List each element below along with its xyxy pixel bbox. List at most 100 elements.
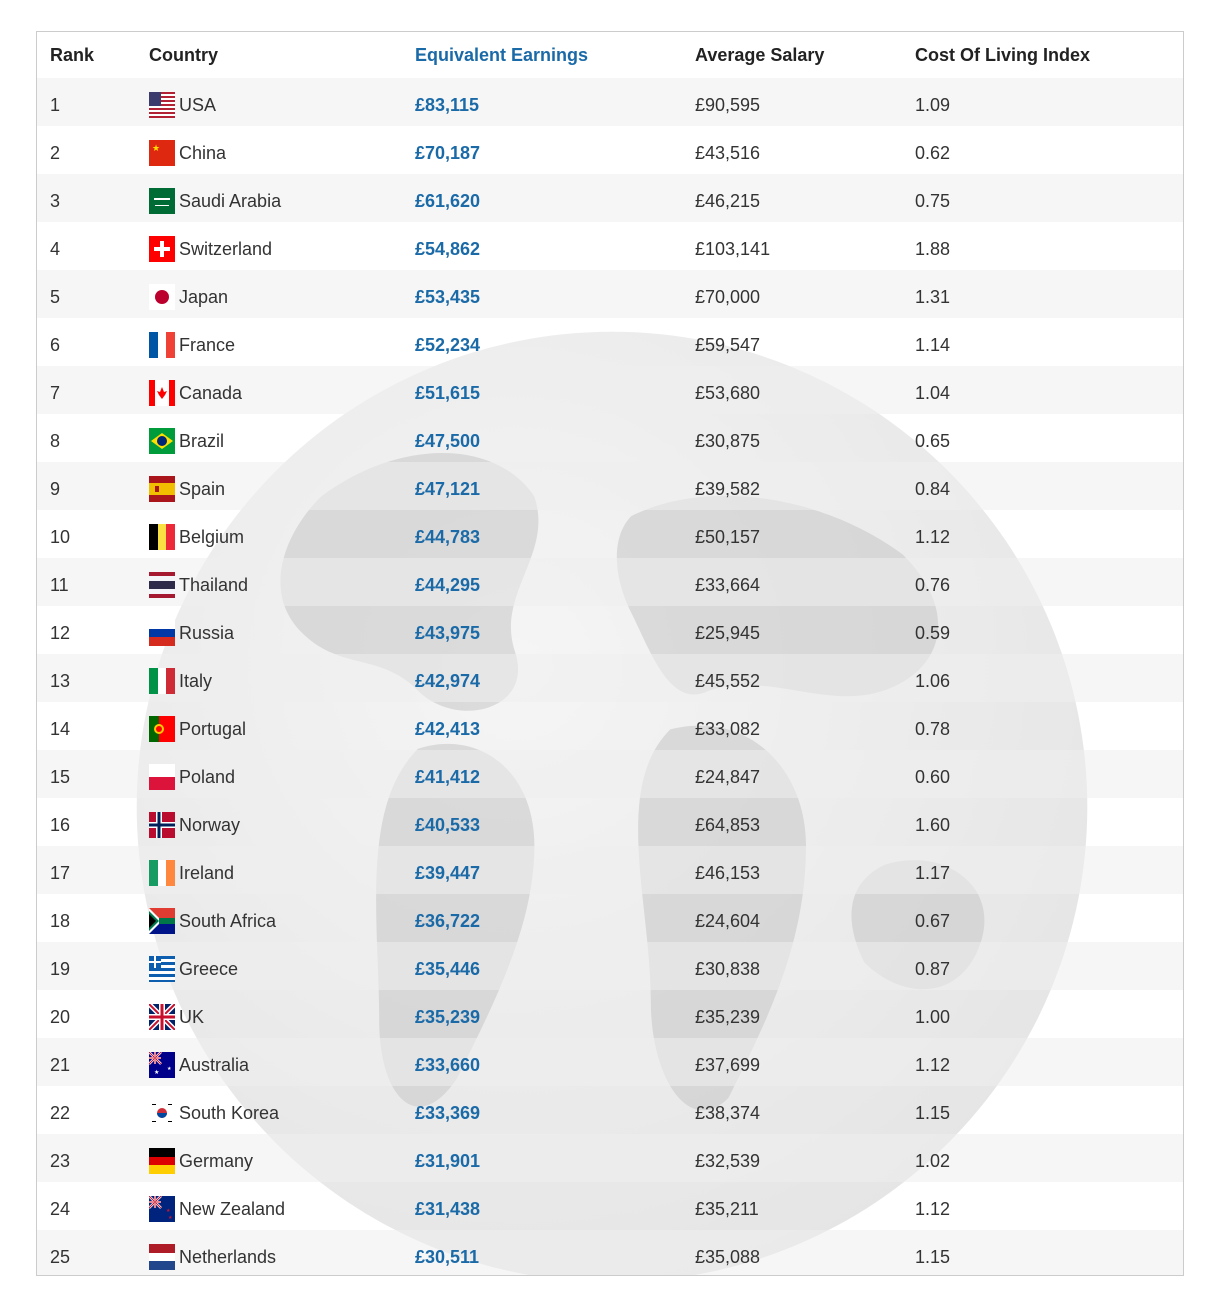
south-korea-flag-icon	[149, 1100, 175, 1126]
country-cell: Germany	[149, 1134, 253, 1182]
cost-of-living-index-cell: 0.78	[915, 718, 951, 739]
country-name: Belgium	[179, 526, 245, 547]
cost-of-living-index-cell: 1.15	[915, 1102, 951, 1123]
equivalent-earnings-cell: £30,511	[415, 1246, 480, 1267]
japan-flag-icon	[149, 284, 175, 310]
country-name: Netherlands	[179, 1246, 277, 1267]
country-name: Greece	[179, 958, 239, 979]
table-row: 16 Norway £40,533 £64,853 1.60	[37, 798, 1183, 846]
equivalent-earnings-cell: £36,722	[415, 910, 481, 931]
new-zealand-flag-icon: ★ ★	[149, 1196, 175, 1222]
table-row: 17 Ireland £39,447 £46,153 1.17	[37, 846, 1183, 894]
average-salary-cell: £35,088	[695, 1246, 761, 1267]
cost-of-living-index-cell: 1.04	[915, 382, 951, 403]
equivalent-earnings-cell: £52,234	[415, 334, 481, 355]
table-row: 14 Portugal £42,413 £33,082 0.78	[37, 702, 1183, 750]
country-cell: Japan	[149, 270, 228, 318]
rank-cell: 11	[50, 574, 69, 595]
table-row: 13 Italy £42,974 £45,552 1.06	[37, 654, 1183, 702]
country-cell: South Korea	[149, 1086, 279, 1134]
country-cell: Ireland	[149, 846, 234, 894]
greece-flag-icon	[149, 956, 175, 982]
country-cell: Canada	[149, 366, 242, 414]
svg-text:★: ★	[168, 1215, 173, 1221]
cost-of-living-index-cell: 0.76	[915, 574, 951, 595]
svg-text:★: ★	[167, 1066, 172, 1072]
cost-of-living-index-cell: 0.67	[915, 910, 951, 931]
table-row: 20 UK £35,239 £35,239 1.00	[37, 990, 1183, 1038]
cost-of-living-index-cell: 1.12	[915, 1054, 951, 1075]
poland-flag-icon	[149, 764, 175, 790]
cost-of-living-index-cell: 1.31	[915, 286, 951, 307]
country-cell: UK	[149, 990, 204, 1038]
country-cell: ★ ★ Australia	[149, 1038, 249, 1086]
table-row: 1 USA £83,115 £90,595 1.09	[37, 78, 1183, 126]
cost-of-living-index-cell: 1.09	[915, 94, 951, 115]
average-salary-cell: £25,945	[695, 622, 761, 643]
russia-flag-icon	[149, 620, 175, 646]
equivalent-earnings-cell: £44,783	[415, 526, 481, 547]
cost-of-living-index-header: Cost Of Living Index	[915, 44, 1091, 65]
table-row: 4 Switzerland £54,862 £103,141 1.88	[37, 222, 1183, 270]
rankings-table: Rank Country Equivalent Earnings Average…	[36, 31, 1184, 1276]
netherlands-flag-icon	[149, 1244, 175, 1270]
table-row: 18 South Africa £36,722 £24,604 0.67	[37, 894, 1183, 942]
rank-cell: 8	[50, 430, 61, 451]
australia-flag-icon: ★ ★	[149, 1052, 175, 1078]
equivalent-earnings-cell: £35,446	[415, 958, 481, 979]
rank-cell: 7	[50, 382, 61, 403]
rank-cell: 6	[50, 334, 61, 355]
switzerland-flag-icon	[149, 236, 175, 262]
cost-of-living-index-cell: 0.62	[915, 142, 951, 163]
rank-cell: 12	[50, 622, 71, 643]
equivalent-earnings-header[interactable]: Equivalent Earnings	[415, 44, 589, 65]
table-row: 6 France £52,234 £59,547 1.14	[37, 318, 1183, 366]
table-row: 19 Greece £35,446 £30,838 0.87	[37, 942, 1183, 990]
average-salary-cell: £90,595	[695, 94, 761, 115]
average-salary-cell: £35,239	[695, 1006, 761, 1027]
equivalent-earnings-cell: £39,447	[415, 862, 481, 883]
rank-cell: 20	[50, 1006, 71, 1027]
country-cell: ★ ★ New Zealand	[149, 1182, 285, 1230]
cost-of-living-index-cell: 1.14	[915, 334, 951, 355]
rank-cell: 2	[50, 142, 61, 163]
country-cell: Brazil	[149, 414, 224, 462]
equivalent-earnings-cell: £54,862	[415, 238, 481, 259]
cost-of-living-index-cell: 0.60	[915, 766, 951, 787]
country-name: Germany	[179, 1150, 254, 1171]
equivalent-earnings-cell: £35,239	[415, 1006, 481, 1027]
country-name: Poland	[179, 766, 236, 787]
average-salary-cell: £32,539	[695, 1150, 761, 1171]
average-salary-cell: £37,699	[695, 1054, 761, 1075]
table-row: 11 Thailand £44,295 £33,664 0.76	[37, 558, 1183, 606]
equivalent-earnings-cell: £61,620	[415, 190, 481, 211]
equivalent-earnings-cell: £42,974	[415, 670, 481, 691]
rank-cell: 15	[50, 766, 71, 787]
country-cell: South Africa	[149, 894, 276, 942]
average-salary-cell: £46,215	[695, 190, 761, 211]
rank-cell: 10	[50, 526, 71, 547]
rank-cell: 16	[50, 814, 71, 835]
average-salary-header: Average Salary	[695, 44, 825, 65]
country-cell: Russia	[149, 606, 234, 654]
average-salary-cell: £39,582	[695, 478, 761, 499]
table-row: 7 Canada £51,615 £53,680 1.04	[37, 366, 1183, 414]
equivalent-earnings-cell: £70,187	[415, 142, 481, 163]
average-salary-cell: £50,157	[695, 526, 761, 547]
table-row: 21 ★ ★ Australia £33,660 £37,699 1.12	[37, 1038, 1183, 1086]
cost-of-living-index-cell: 0.87	[915, 958, 951, 979]
average-salary-cell: £33,082	[695, 718, 761, 739]
germany-flag-icon	[149, 1148, 175, 1174]
country-name: Italy	[179, 670, 213, 691]
average-salary-cell: £24,847	[695, 766, 761, 787]
equivalent-earnings-cell: £43,975	[415, 622, 481, 643]
uk-flag-icon	[149, 1004, 175, 1030]
equivalent-earnings-cell: £51,615	[415, 382, 481, 403]
cost-of-living-index-cell: 1.00	[915, 1006, 951, 1027]
canada-flag-icon	[149, 380, 175, 406]
average-salary-cell: £64,853	[695, 814, 761, 835]
average-salary-cell: £38,374	[695, 1102, 761, 1123]
country-name: South Africa	[179, 910, 277, 931]
belgium-flag-icon	[149, 524, 175, 550]
italy-flag-icon	[149, 668, 175, 694]
